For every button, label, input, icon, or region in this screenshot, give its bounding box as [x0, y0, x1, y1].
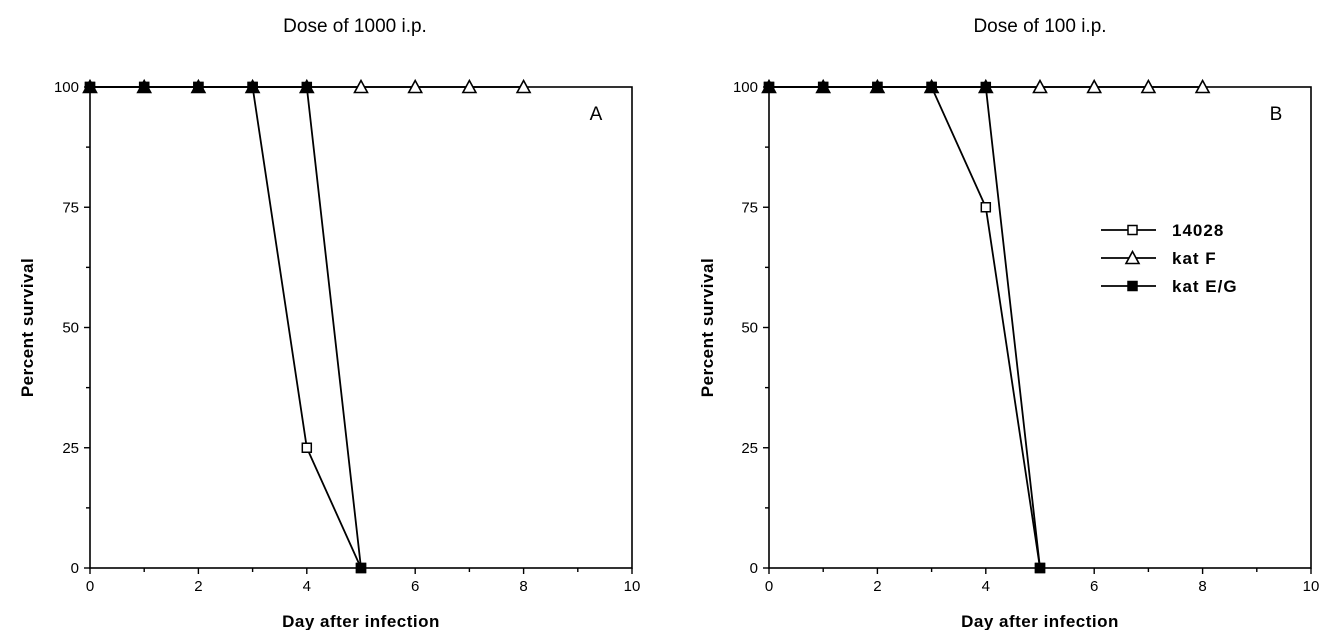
x-tick-label: 8	[1198, 578, 1206, 595]
x-tick-label: 0	[765, 578, 773, 595]
y-axis-label: Percent survival	[18, 258, 37, 397]
panel-letter: A	[590, 104, 603, 125]
y-tick-label: 25	[741, 440, 758, 457]
data-point-kat-e-g	[301, 81, 313, 93]
x-tick-label: 10	[1303, 578, 1320, 595]
data-point-kat-e-g	[980, 81, 992, 93]
legend-label: kat E/G	[1172, 277, 1238, 296]
y-tick-label: 75	[741, 199, 758, 216]
y-tick-label: 50	[62, 320, 79, 337]
chart-title: Dose of 100 i.p.	[973, 16, 1106, 37]
x-tick-label: 10	[624, 578, 641, 595]
x-tick-label: 4	[982, 578, 990, 595]
legend-marker	[1124, 249, 1141, 265]
series-line-14028	[90, 86, 362, 569]
legend: 14028 kat F kat E/G	[1101, 221, 1238, 296]
x-axis-label: Day after infection	[282, 612, 440, 630]
chart-title: Dose of 1000 i.p.	[283, 16, 427, 37]
series-line-kat-e-g	[769, 86, 1041, 569]
data-point-kat-f	[515, 78, 532, 94]
legend-marker	[1127, 280, 1138, 292]
legend-marker	[1127, 224, 1138, 236]
x-tick-label: 4	[303, 578, 311, 595]
panel-letter: B	[1270, 104, 1283, 125]
data-point-kat-e-g	[1034, 562, 1046, 574]
series-line-kat-e-g	[90, 86, 362, 569]
y-tick-label: 100	[733, 79, 758, 96]
plot-frame	[89, 86, 633, 569]
x-tick-label: 2	[194, 578, 202, 595]
legend-label: 14028	[1172, 221, 1224, 240]
x-tick-label: 0	[86, 578, 94, 595]
y-tick-label: 0	[750, 560, 758, 577]
data-point-kat-e-g	[355, 562, 367, 574]
data-point-kat-f	[461, 78, 478, 94]
x-tick-label: 2	[873, 578, 881, 595]
data-point-kat-f	[1086, 78, 1103, 94]
x-tick-label: 6	[411, 578, 419, 595]
y-tick-label: 25	[62, 440, 79, 457]
x-axis-label: Day after infection	[961, 612, 1119, 630]
data-point-kat-e-g	[872, 81, 883, 93]
data-point-kat-e-g	[247, 81, 258, 93]
data-point-kat-f	[353, 78, 369, 94]
data-point-kat-e-g	[138, 81, 150, 93]
y-tick-label: 100	[54, 79, 79, 96]
data-point-kat-f	[1140, 78, 1157, 94]
data-point-kat-e-g	[926, 81, 937, 93]
plot-frame	[768, 86, 1312, 569]
data-point-kat-f	[407, 78, 424, 94]
data-point-14028	[301, 442, 313, 453]
y-tick-label: 75	[62, 199, 79, 216]
data-point-kat-e-g	[817, 81, 829, 93]
series-line-14028	[769, 86, 1041, 569]
data-point-kat-f	[1194, 78, 1211, 94]
x-tick-label: 8	[519, 578, 527, 595]
data-point-kat-f	[1032, 78, 1048, 94]
legend-label: kat F	[1172, 249, 1217, 268]
y-tick-label: 50	[741, 320, 758, 337]
data-point-kat-e-g	[763, 81, 775, 93]
data-point-kat-e-g	[193, 81, 204, 93]
y-tick-label: 0	[71, 560, 79, 577]
data-point-14028	[980, 202, 992, 213]
x-tick-label: 6	[1090, 578, 1098, 595]
data-point-kat-e-g	[84, 81, 96, 93]
y-axis-label: Percent survival	[698, 258, 717, 397]
